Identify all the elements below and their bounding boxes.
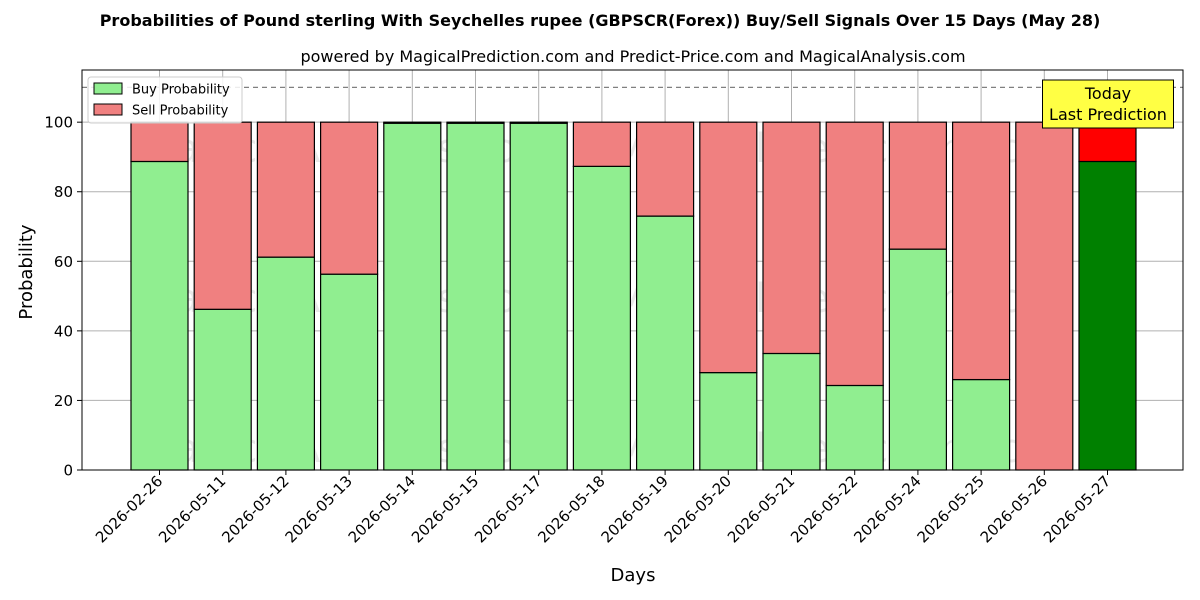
x-tick-label: 2026-05-20	[661, 472, 735, 546]
sell-bar	[1078, 121, 1137, 163]
x-tick-label: 2026-05-27	[1040, 472, 1114, 546]
sell-bar	[130, 121, 189, 163]
plot-frame	[81, 69, 1184, 471]
x-tick-label: 2026-05-13	[282, 472, 356, 546]
x-tick-label: 2026-05-22	[787, 472, 861, 546]
x-tick-label: 2026-05-12	[218, 472, 292, 546]
buy-bar	[509, 122, 568, 471]
buy-bar	[572, 165, 632, 471]
buy-bar	[762, 352, 821, 471]
buy-bar	[130, 160, 189, 471]
x-tick-label: 2026-05-18	[534, 472, 608, 546]
buy-bar	[888, 248, 948, 471]
x-tick-label: 2026-05-14	[345, 472, 419, 546]
y-tick-label: 40	[54, 322, 73, 340]
sell-bar	[509, 121, 568, 124]
x-tick-label: 2026-05-21	[724, 472, 798, 546]
plot-area: MagicalAnalysis.comMagicalPrediction.com…	[44, 69, 1184, 546]
buy-bar	[383, 122, 442, 471]
sell-bar	[888, 121, 948, 250]
x-tick-label: 2026-05-15	[408, 472, 482, 546]
buy-bar	[256, 256, 315, 471]
y-tick-label: 60	[54, 253, 73, 271]
sell-bar	[635, 121, 695, 217]
sell-bar	[825, 121, 884, 387]
legend-swatch-sell	[93, 103, 123, 116]
legend-label-buy: Buy Probability	[132, 83, 230, 98]
sell-bar	[699, 121, 758, 374]
x-axis-label: Days	[611, 565, 656, 586]
buy-bar	[446, 122, 505, 471]
sell-bar	[383, 121, 442, 124]
annotation-line1: Today	[1084, 84, 1131, 103]
sell-bar	[1015, 121, 1074, 471]
x-tick-label: 2026-05-11	[155, 472, 229, 546]
legend-label-sell: Sell Probability	[132, 104, 229, 119]
sell-bar	[951, 121, 1011, 381]
y-tick-label: 100	[44, 114, 73, 132]
y-tick-label: 20	[54, 392, 73, 410]
sell-bar	[446, 121, 505, 124]
annotation-line2: Last Prediction	[1049, 105, 1167, 124]
chart-title: Probabilities of Pound sterling With Sey…	[100, 11, 1101, 30]
x-tick-label: 2026-05-25	[914, 472, 988, 546]
y-tick-label: 0	[63, 462, 73, 480]
x-tick-label: 2026-05-17	[471, 472, 545, 546]
sell-bar	[256, 121, 315, 258]
y-tick-label: 80	[54, 183, 73, 201]
x-tick-label: 2026-05-24	[850, 472, 924, 546]
sell-bar	[572, 121, 632, 167]
buy-bar	[1078, 160, 1137, 471]
sell-bar	[762, 121, 821, 355]
x-tick-label: 2026-05-26	[977, 472, 1051, 546]
buy-bar	[320, 273, 379, 471]
buy-bar	[699, 372, 758, 471]
buy-bar	[951, 378, 1011, 471]
y-axis-label: Probability	[16, 224, 37, 319]
x-tick-label: 2026-02-26	[92, 472, 166, 546]
sell-bar	[320, 121, 379, 275]
x-tick-label: 2026-05-19	[598, 472, 672, 546]
chart-subtitle: powered by MagicalPrediction.com and Pre…	[300, 47, 965, 66]
buy-bar	[193, 308, 252, 471]
buy-bar	[825, 384, 884, 471]
buy-bar	[635, 215, 695, 471]
legend-box	[87, 76, 243, 124]
sell-bar	[193, 121, 252, 310]
legend-swatch-buy	[93, 82, 123, 95]
annotation-box	[1042, 79, 1174, 129]
